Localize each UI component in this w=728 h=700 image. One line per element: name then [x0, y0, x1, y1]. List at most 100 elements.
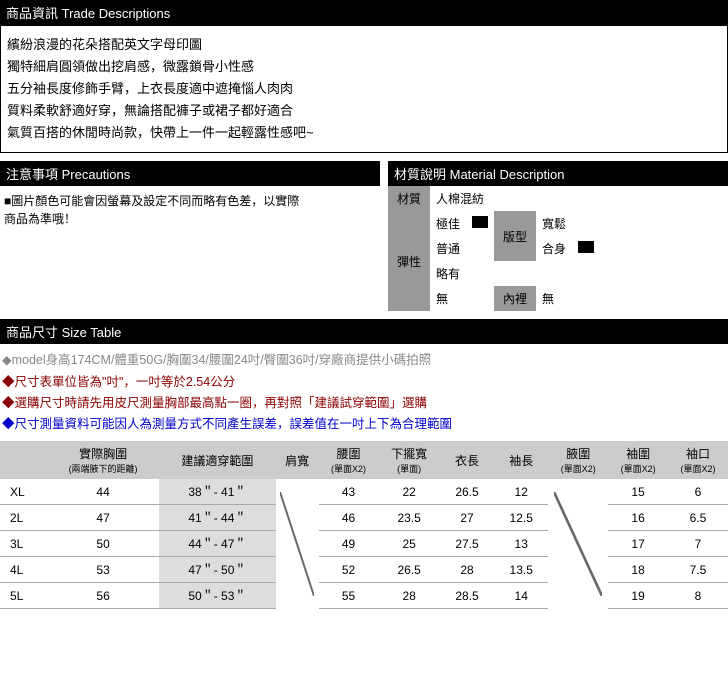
note-line: ◆選購尺寸時請先用皮尺測量胸部最高點一圈，再對照「建議試穿範圍」選購: [2, 393, 726, 414]
precautions-section: 注意事項 Precautions ■圖片顏色可能會因螢幕及設定不同而略有色差，以…: [0, 161, 380, 311]
fit-label: 版型: [494, 211, 536, 261]
cell: 13: [494, 531, 548, 557]
cell: 13.5: [494, 557, 548, 583]
size-table: 實際胸圍(兩端腋下的距離) 建議適穿範圍 肩寬 腰圍(單面X2) 下擺寬(單面)…: [0, 441, 728, 609]
lining-value: 無: [536, 286, 572, 311]
cell: 52: [319, 557, 379, 583]
cell: 15: [608, 479, 668, 505]
material-label: 材質: [388, 186, 430, 211]
th-waist: 腰圍(單面X2): [319, 441, 379, 479]
elastic-opt: 普通: [430, 236, 466, 261]
lining-label: 內裡: [494, 286, 536, 311]
cell: 41＂- 44＂: [159, 505, 276, 531]
note-line: ◆model身高174CM/體重50G/胸圍34/腰圍24吋/臀圍36吋/穿廠商…: [2, 350, 726, 371]
prec-line: 商品為準哦！: [4, 210, 376, 228]
fit-mark: [572, 236, 600, 261]
table-row: 5L 56 50＂- 53＂ 55 28 28.5 14 19 8: [0, 583, 728, 609]
material-header: 材質說明 Material Description: [388, 161, 728, 186]
cell: 47＂- 50＂: [159, 557, 276, 583]
size-notes: ◆model身高174CM/體重50G/胸圍34/腰圍24吋/臀圍36吋/穿廠商…: [0, 344, 728, 441]
cell: 43: [319, 479, 379, 505]
desc-line: 繽紛浪漫的花朵搭配英文字母印圖: [7, 34, 721, 56]
table-row: XL 44 38＂- 41＂ 43 22 26.5 12 15 6: [0, 479, 728, 505]
cell: 25: [378, 531, 439, 557]
cell: 28.5: [440, 583, 494, 609]
elastic-label: 彈性: [388, 211, 430, 311]
th-shoulder: 肩寬: [276, 441, 319, 479]
th-cuff1: 袖圍(單面X2): [608, 441, 668, 479]
fit-opt: 合身: [536, 236, 572, 261]
cell: 7: [668, 531, 728, 557]
table-row: 3L 50 44＂- 47＂ 49 25 27.5 13 17 7: [0, 531, 728, 557]
cell: 12.5: [494, 505, 548, 531]
th-length: 衣長: [440, 441, 494, 479]
note-line: ◆尺寸測量資料可能因人為測量方式不同產生誤差，誤差值在一吋上下為合理範圍: [2, 414, 726, 435]
size-section: 商品尺寸 Size Table ◆model身高174CM/體重50G/胸圍34…: [0, 319, 728, 609]
cell: 28: [440, 557, 494, 583]
cell: 26.5: [378, 557, 439, 583]
th-armhole: 腋圍(單面X2): [548, 441, 608, 479]
trade-header: 商品資訊 Trade Descriptions: [0, 0, 728, 25]
cell: 55: [319, 583, 379, 609]
trade-descriptions-section: 商品資訊 Trade Descriptions 繽紛浪漫的花朵搭配英文字母印圖 …: [0, 0, 728, 153]
cell: 38＂- 41＂: [159, 479, 276, 505]
desc-line: 五分袖長度修飾手臂，上衣長度適中遮掩惱人肉肉: [7, 78, 721, 100]
size-header-row: 實際胸圍(兩端腋下的距離) 建議適穿範圍 肩寬 腰圍(單面X2) 下擺寬(單面)…: [0, 441, 728, 479]
cell: 50＂- 53＂: [159, 583, 276, 609]
size-code: 3L: [0, 531, 47, 557]
material-value: 人棉混紡: [430, 186, 572, 211]
cell: 50: [47, 531, 159, 557]
th-bust: 實際胸圍(兩端腋下的距離): [47, 441, 159, 479]
cell: 49: [319, 531, 379, 557]
cell: 44＂- 47＂: [159, 531, 276, 557]
th-sleeve: 袖長: [494, 441, 548, 479]
size-code: XL: [0, 479, 47, 505]
th-range: 建議適穿範圍: [159, 441, 276, 479]
cell: 16: [608, 505, 668, 531]
prec-line: ■圖片顏色可能會因螢幕及設定不同而略有色差，以實際: [4, 192, 376, 210]
cell: 46: [319, 505, 379, 531]
cell: 47: [47, 505, 159, 531]
cell: 14: [494, 583, 548, 609]
cell: 8: [668, 583, 728, 609]
cell: 27: [440, 505, 494, 531]
size-code: 5L: [0, 583, 47, 609]
elastic-mark: [466, 211, 494, 236]
cell: 18: [608, 557, 668, 583]
size-code: 2L: [0, 505, 47, 531]
cell: 6.5: [668, 505, 728, 531]
material-section: 材質說明 Material Description 材質 人棉混紡 彈性 極佳 …: [388, 161, 728, 311]
elastic-opt: 無: [430, 286, 466, 311]
cell: 44: [47, 479, 159, 505]
material-table: 材質 人棉混紡 彈性 極佳 版型 寬鬆 普通 合身 略有: [388, 186, 600, 311]
precautions-box: ■圖片顏色可能會因螢幕及設定不同而略有色差，以實際 商品為準哦！: [0, 186, 380, 234]
table-row: 4L 53 47＂- 50＂ 52 26.5 28 13.5 18 7.5: [0, 557, 728, 583]
cell: 26.5: [440, 479, 494, 505]
cell: 56: [47, 583, 159, 609]
desc-line: 質料柔軟舒適好穿，無論搭配褲子或裙子都好適合: [7, 100, 721, 122]
cell: 27.5: [440, 531, 494, 557]
two-column-row: 注意事項 Precautions ■圖片顏色可能會因螢幕及設定不同而略有色差，以…: [0, 161, 728, 319]
elastic-opt: 略有: [430, 261, 466, 286]
fit-mark: [572, 211, 600, 236]
cell: 7.5: [668, 557, 728, 583]
th-hem: 下擺寬(單面): [378, 441, 439, 479]
cell: 19: [608, 583, 668, 609]
shoulder-slash: [276, 479, 319, 609]
size-code: 4L: [0, 557, 47, 583]
cell: 28: [378, 583, 439, 609]
cell: 23.5: [378, 505, 439, 531]
note-line: ◆尺寸表單位皆為"吋"，一吋等於2.54公分: [2, 372, 726, 393]
armhole-slash: [548, 479, 608, 609]
desc-line: 氣質百搭的休閒時尚款，快帶上一件一起輕露性感吧~: [7, 122, 721, 144]
th-cuff2: 袖口(單面X2): [668, 441, 728, 479]
cell: 12: [494, 479, 548, 505]
table-row: 2L 47 41＂- 44＂ 46 23.5 27 12.5 16 6.5: [0, 505, 728, 531]
elastic-opt: 極佳: [430, 211, 466, 236]
description-box: 繽紛浪漫的花朵搭配英文字母印圖 獨特細肩圓領做出挖肩感，微露鎖骨小性感 五分袖長…: [0, 25, 728, 153]
cell: 53: [47, 557, 159, 583]
th-blank: [0, 441, 47, 479]
cell: 17: [608, 531, 668, 557]
size-tbody: XL 44 38＂- 41＂ 43 22 26.5 12 15 6 2L 47 …: [0, 479, 728, 609]
desc-line: 獨特細肩圓領做出挖肩感，微露鎖骨小性感: [7, 56, 721, 78]
